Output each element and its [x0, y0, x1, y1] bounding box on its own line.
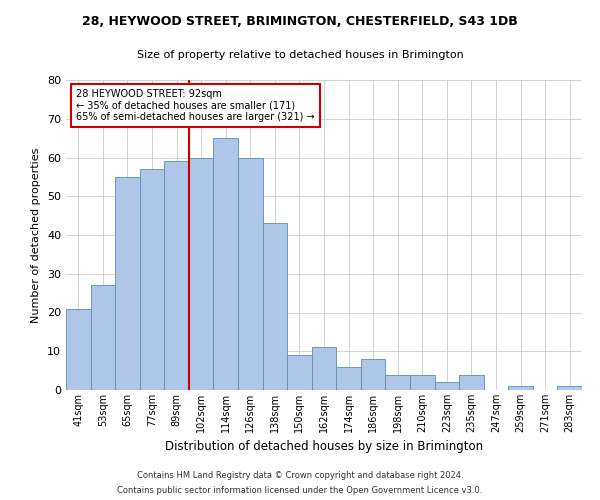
Bar [410, 374, 434, 390]
Text: 28, HEYWOOD STREET, BRIMINGTON, CHESTERFIELD, S43 1DB: 28, HEYWOOD STREET, BRIMINGTON, CHESTERF… [82, 15, 518, 28]
Bar [91, 286, 115, 390]
Text: Size of property relative to detached houses in Brimington: Size of property relative to detached ho… [137, 50, 463, 60]
Bar [164, 162, 189, 390]
Bar [66, 308, 91, 390]
Bar [140, 169, 164, 390]
Bar [115, 177, 140, 390]
Bar [361, 359, 385, 390]
Bar [189, 158, 214, 390]
Text: 28 HEYWOOD STREET: 92sqm
← 35% of detached houses are smaller (171)
65% of semi-: 28 HEYWOOD STREET: 92sqm ← 35% of detach… [76, 90, 315, 122]
Text: Contains public sector information licensed under the Open Government Licence v3: Contains public sector information licen… [118, 486, 482, 495]
Bar [263, 224, 287, 390]
Bar [312, 348, 336, 390]
Bar [238, 158, 263, 390]
Bar [508, 386, 533, 390]
Bar [385, 374, 410, 390]
Bar [287, 355, 312, 390]
Y-axis label: Number of detached properties: Number of detached properties [31, 148, 41, 322]
Bar [459, 374, 484, 390]
Bar [214, 138, 238, 390]
Text: Contains HM Land Registry data © Crown copyright and database right 2024.: Contains HM Land Registry data © Crown c… [137, 471, 463, 480]
Bar [557, 386, 582, 390]
X-axis label: Distribution of detached houses by size in Brimington: Distribution of detached houses by size … [165, 440, 483, 454]
Bar [336, 367, 361, 390]
Bar [434, 382, 459, 390]
